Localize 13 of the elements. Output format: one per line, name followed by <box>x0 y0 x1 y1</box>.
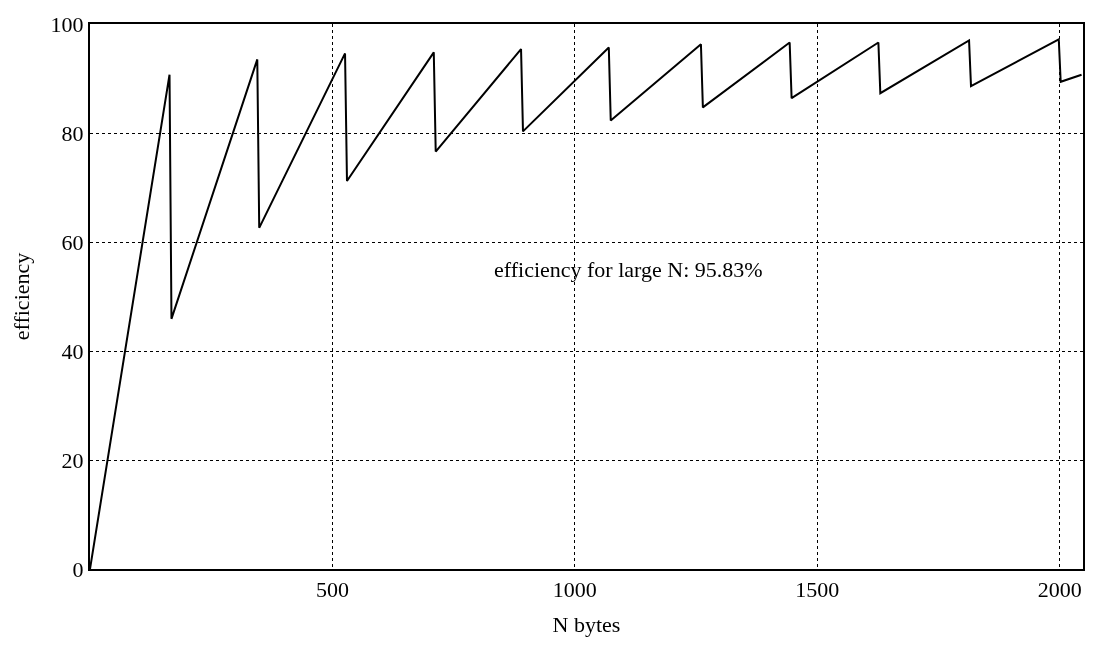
x-tick-label: 500 <box>315 577 349 603</box>
x-tick-label: 2000 <box>1037 577 1082 603</box>
x-axis-title: N bytes <box>552 611 621 637</box>
annotation: efficiency for large N: 95.83% <box>494 257 763 282</box>
y-tick-label: 0 <box>72 556 84 582</box>
x-tick-label: 1000 <box>552 577 597 603</box>
y-tick-label: 80 <box>61 120 84 146</box>
x-tick-label: 1500 <box>795 577 840 603</box>
y-tick-label: 100 <box>50 11 84 37</box>
y-tick-label: 20 <box>61 447 84 473</box>
y-tick-label: 60 <box>61 229 84 255</box>
y-axis-title: efficiency <box>8 252 34 341</box>
y-tick-label: 40 <box>61 338 84 364</box>
